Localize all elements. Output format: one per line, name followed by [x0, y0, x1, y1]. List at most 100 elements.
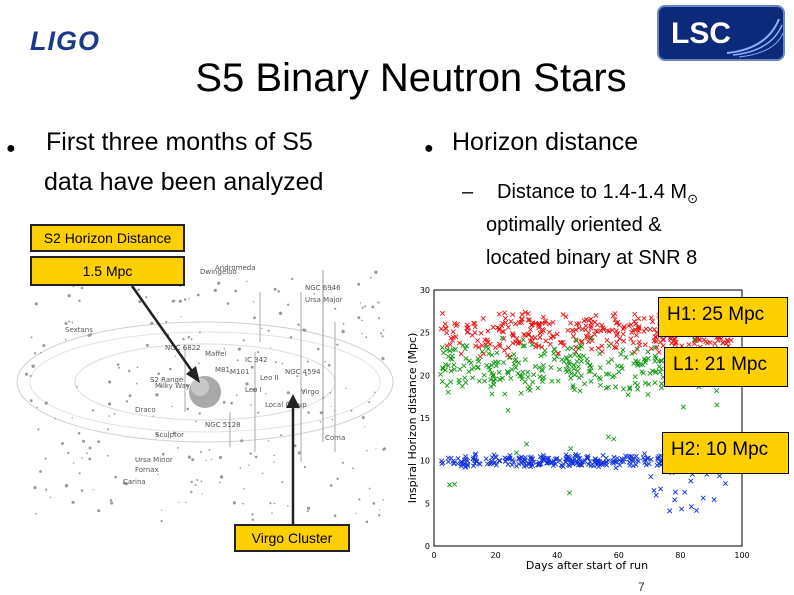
- data-point-l1: [575, 368, 581, 374]
- data-point-h1: [643, 326, 649, 332]
- galaxy-dot: [218, 455, 223, 460]
- data-point-l1: [442, 362, 449, 368]
- galaxy-dot: [341, 461, 344, 464]
- data-point-l1: [509, 366, 515, 372]
- data-point-l1: [461, 363, 467, 369]
- galaxy-dot: [25, 372, 28, 376]
- data-point-l1: [464, 343, 470, 349]
- data-point-h2: [505, 461, 511, 467]
- data-point-h1: [522, 309, 528, 315]
- galaxy-dot: [64, 322, 68, 325]
- galaxy-dot: [128, 394, 132, 398]
- data-point-l1: [463, 355, 469, 361]
- galaxy-dot: [368, 401, 371, 404]
- galaxy-dot: [242, 339, 245, 342]
- galaxy-dot: [281, 362, 284, 365]
- galaxy-dot: [371, 305, 375, 309]
- galaxy-dot: [71, 500, 75, 504]
- galaxy-dot: [150, 321, 154, 325]
- data-point-l1: [518, 390, 524, 396]
- data-point-h1: [542, 320, 548, 326]
- data-point-h1: [576, 321, 582, 327]
- data-point-h1: [505, 345, 512, 351]
- data-point-l1: [469, 366, 475, 372]
- data-point-h1: [497, 341, 503, 347]
- data-point-l1: [470, 375, 476, 381]
- data-point-l1: [570, 383, 576, 389]
- galaxy-dot: [178, 501, 180, 503]
- galaxy-dot: [210, 458, 213, 460]
- page-number: 7: [638, 580, 645, 594]
- galaxy-dot: [293, 444, 297, 448]
- data-point-h1: [537, 334, 543, 340]
- data-point-h1: [525, 311, 531, 317]
- galaxy-dot: [381, 357, 385, 361]
- data-point-l1: [519, 376, 525, 382]
- data-point-h1: [529, 322, 535, 328]
- ligo-logo: LIGO: [30, 26, 100, 56]
- data-point-h2: [626, 459, 632, 465]
- data-point-l1: [611, 373, 617, 379]
- data-point-h1: [525, 317, 531, 323]
- data-point-l1: [611, 436, 617, 442]
- galaxy-dot: [246, 280, 248, 283]
- data-point-l1: [535, 385, 541, 391]
- galaxy-dot: [29, 399, 33, 402]
- data-point-h2: [667, 508, 673, 514]
- data-point-h1: [443, 326, 449, 332]
- galaxy-dot: [182, 337, 185, 341]
- data-point-h1: [478, 330, 484, 336]
- galaxy-dot: [361, 332, 363, 335]
- galaxy-dot: [171, 405, 173, 408]
- data-point-h2: [454, 461, 460, 467]
- galaxy-dot: [88, 457, 92, 461]
- data-point-l1: [489, 352, 495, 358]
- data-point-h1: [617, 336, 623, 342]
- data-point-h1: [473, 343, 479, 349]
- x-tick-label: 60: [614, 551, 624, 560]
- galaxy-dot: [324, 360, 327, 363]
- data-point-h1: [579, 338, 585, 344]
- data-point-h1: [648, 315, 654, 321]
- data-point-l1: [475, 356, 481, 362]
- data-point-h2: [487, 461, 493, 467]
- galaxy-dot: [196, 293, 200, 297]
- data-point-l1: [466, 369, 472, 375]
- data-point-l1: [511, 352, 517, 358]
- map-label: Virgo: [301, 388, 319, 396]
- galaxy-dot: [160, 385, 163, 388]
- galaxy-dot: [297, 451, 302, 455]
- data-point-l1: [475, 365, 481, 371]
- data-point-h2: [600, 452, 606, 458]
- data-point-l1: [488, 377, 494, 383]
- data-point-h1: [630, 340, 636, 346]
- galaxy-dot: [249, 452, 252, 455]
- data-point-h1: [588, 334, 594, 340]
- galaxy-dot: [190, 490, 193, 494]
- data-point-l1: [499, 375, 505, 381]
- galaxy-dot: [291, 277, 294, 281]
- y-tick-label: 25: [420, 329, 430, 338]
- data-point-h1: [495, 325, 501, 331]
- data-point-l1: [532, 364, 538, 370]
- galaxy-dot: [91, 409, 95, 412]
- data-point-l1: [489, 391, 495, 397]
- galaxy-dot: [78, 472, 81, 475]
- galaxy-dot: [273, 502, 276, 505]
- data-point-l1: [592, 372, 598, 378]
- data-point-h2: [563, 452, 569, 458]
- x-tick-label: 40: [552, 551, 562, 560]
- data-point-h1: [652, 334, 658, 340]
- galaxy-dot: [345, 387, 347, 389]
- data-point-l1: [496, 369, 502, 375]
- data-point-h1: [589, 346, 595, 352]
- galaxy-dot: [234, 289, 238, 293]
- galaxy-dot: [273, 461, 275, 463]
- data-point-l1: [568, 345, 574, 351]
- galaxy-dot: [30, 336, 33, 339]
- y-tick-label: 15: [420, 414, 430, 423]
- data-point-h1: [492, 345, 498, 351]
- galaxy-dot: [252, 301, 255, 303]
- data-point-l1: [529, 342, 535, 348]
- data-point-h1: [547, 341, 553, 347]
